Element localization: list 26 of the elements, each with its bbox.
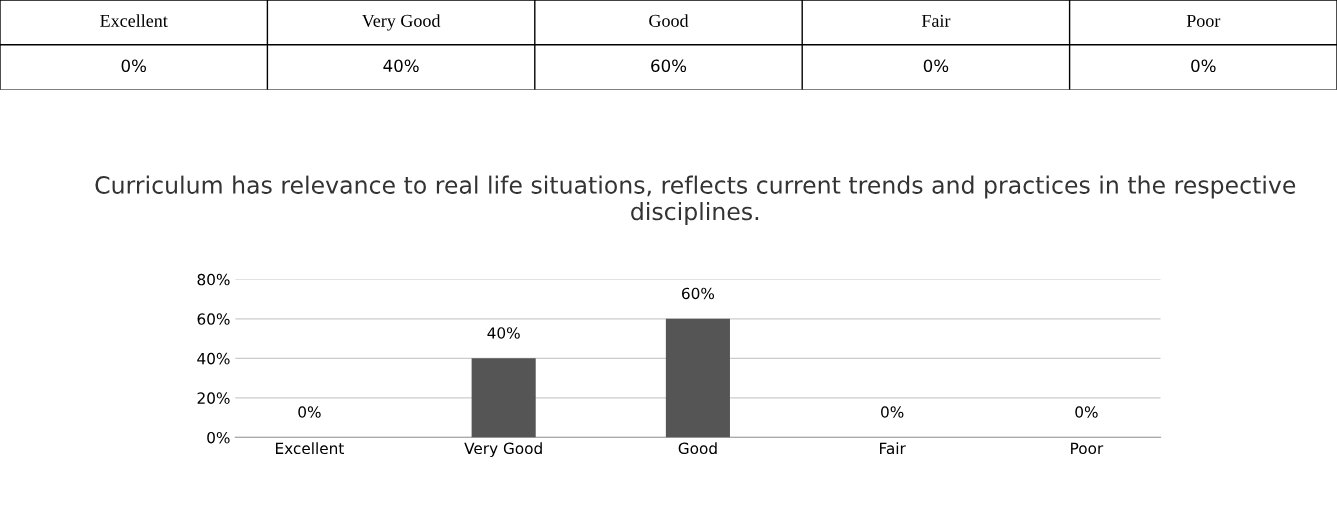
y-tick-label: 60% — [197, 313, 230, 325]
text: 0% — [1191, 59, 1216, 73]
x-tick-label: Good — [678, 442, 717, 455]
category-label: Good — [649, 14, 689, 27]
data-label: 0% — [1075, 406, 1098, 418]
y-tick-label: 80% — [197, 273, 230, 286]
x-tick-label: Poor — [1071, 442, 1104, 455]
data-label: 60% — [682, 287, 715, 300]
x-tick-label: Fair — [880, 442, 906, 455]
x-tick-label: Excellent — [276, 442, 344, 455]
y-tick-label: 20% — [197, 392, 230, 404]
category-label: Fair — [921, 14, 951, 27]
y-tick-label: 0% — [207, 431, 230, 444]
text: 0% — [923, 59, 949, 73]
text: 60% — [651, 59, 687, 73]
category-label: Poor — [1186, 14, 1221, 27]
text: 0% — [121, 59, 146, 73]
data-label: 0% — [881, 406, 904, 418]
chart-title: Curriculum has relevance to real life situations, reflects current trends and practices in the respective disciplines. — [95, 175, 1296, 225]
y-tick-label: 40% — [197, 352, 230, 365]
data-label: 0% — [298, 406, 321, 418]
x-tick-label: Very Good — [464, 442, 542, 458]
text: 40% — [383, 59, 419, 73]
data-label: 40% — [487, 327, 520, 339]
category-label: Excellent — [100, 14, 168, 27]
category-label: Very Good — [361, 14, 441, 31]
